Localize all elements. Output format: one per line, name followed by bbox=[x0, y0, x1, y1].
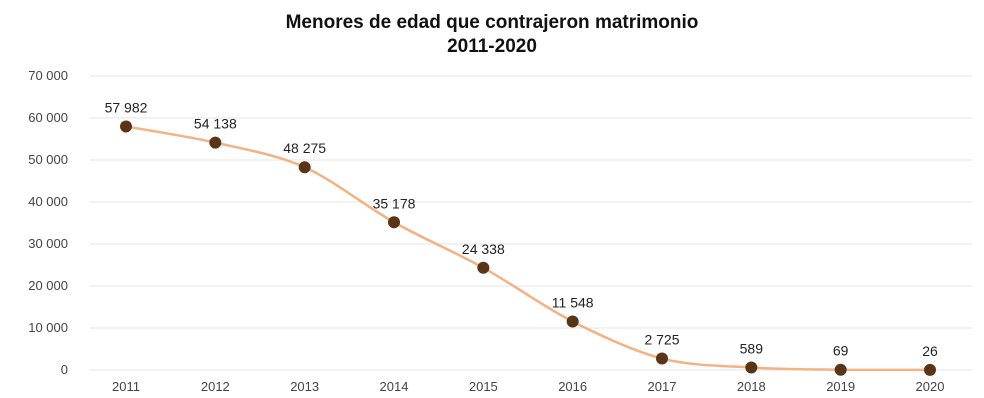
data-label: 24 338 bbox=[462, 241, 505, 257]
y-tick-label: 60 000 bbox=[28, 110, 68, 125]
data-point bbox=[656, 352, 668, 365]
data-label: 48 275 bbox=[283, 140, 326, 156]
x-tick-label: 2012 bbox=[201, 379, 230, 394]
x-tick-label: 2019 bbox=[826, 379, 855, 394]
chart-subtitle: 2011-2020 bbox=[447, 36, 537, 57]
x-tick-label: 2013 bbox=[290, 379, 319, 394]
x-tick-label: 2017 bbox=[648, 379, 677, 394]
data-label: 69 bbox=[833, 343, 849, 359]
y-tick-label: 0 bbox=[61, 362, 68, 377]
data-label: 35 178 bbox=[373, 195, 416, 211]
y-tick-label: 10 000 bbox=[28, 320, 68, 335]
x-tick-label: 2014 bbox=[380, 379, 409, 394]
data-point bbox=[566, 315, 579, 328]
y-axis-tick-labels: 0 10 000 20 000 30 000 40 000 50 000 60 000 70 … bbox=[28, 68, 68, 377]
data-label: 57 982 bbox=[105, 99, 148, 115]
y-tick-label: 30 000 bbox=[28, 236, 68, 251]
data-point bbox=[209, 136, 222, 149]
data-point bbox=[298, 161, 311, 174]
data-label: 2 725 bbox=[644, 332, 679, 348]
data-point bbox=[745, 361, 758, 374]
x-tick-label: 2020 bbox=[916, 379, 945, 394]
x-tick-label: 2015 bbox=[469, 379, 498, 394]
data-label: 54 138 bbox=[194, 116, 237, 132]
y-tick-label: 20 000 bbox=[28, 278, 68, 293]
y-tick-label: 40 000 bbox=[28, 194, 68, 209]
y-tick-label: 50 000 bbox=[28, 152, 68, 167]
data-point bbox=[834, 363, 847, 376]
x-axis-tick-labels: 2011 2012 2013 2014 2015 2016 2017 2018 2019 2020 bbox=[112, 379, 944, 394]
data-labels: 57 982 54 138 48 275 35 178 24 338 11 548 2 72… bbox=[105, 99, 938, 358]
series-line-group bbox=[125, 125, 931, 372]
data-label: 11 548 bbox=[552, 294, 594, 310]
data-point bbox=[477, 261, 490, 274]
series-line bbox=[125, 125, 931, 372]
data-label: 26 bbox=[922, 343, 938, 359]
data-points bbox=[120, 120, 936, 376]
data-point bbox=[120, 120, 132, 133]
data-point bbox=[388, 216, 400, 229]
x-tick-label: 2016 bbox=[558, 379, 587, 394]
chart-title: Menores de edad que contrajeron matrimon… bbox=[285, 12, 699, 33]
data-point bbox=[924, 363, 936, 376]
y-tick-label: 70 000 bbox=[28, 68, 68, 83]
data-label: 589 bbox=[740, 341, 764, 357]
x-tick-label: 2011 bbox=[112, 379, 140, 394]
x-tick-label: 2018 bbox=[737, 379, 766, 394]
